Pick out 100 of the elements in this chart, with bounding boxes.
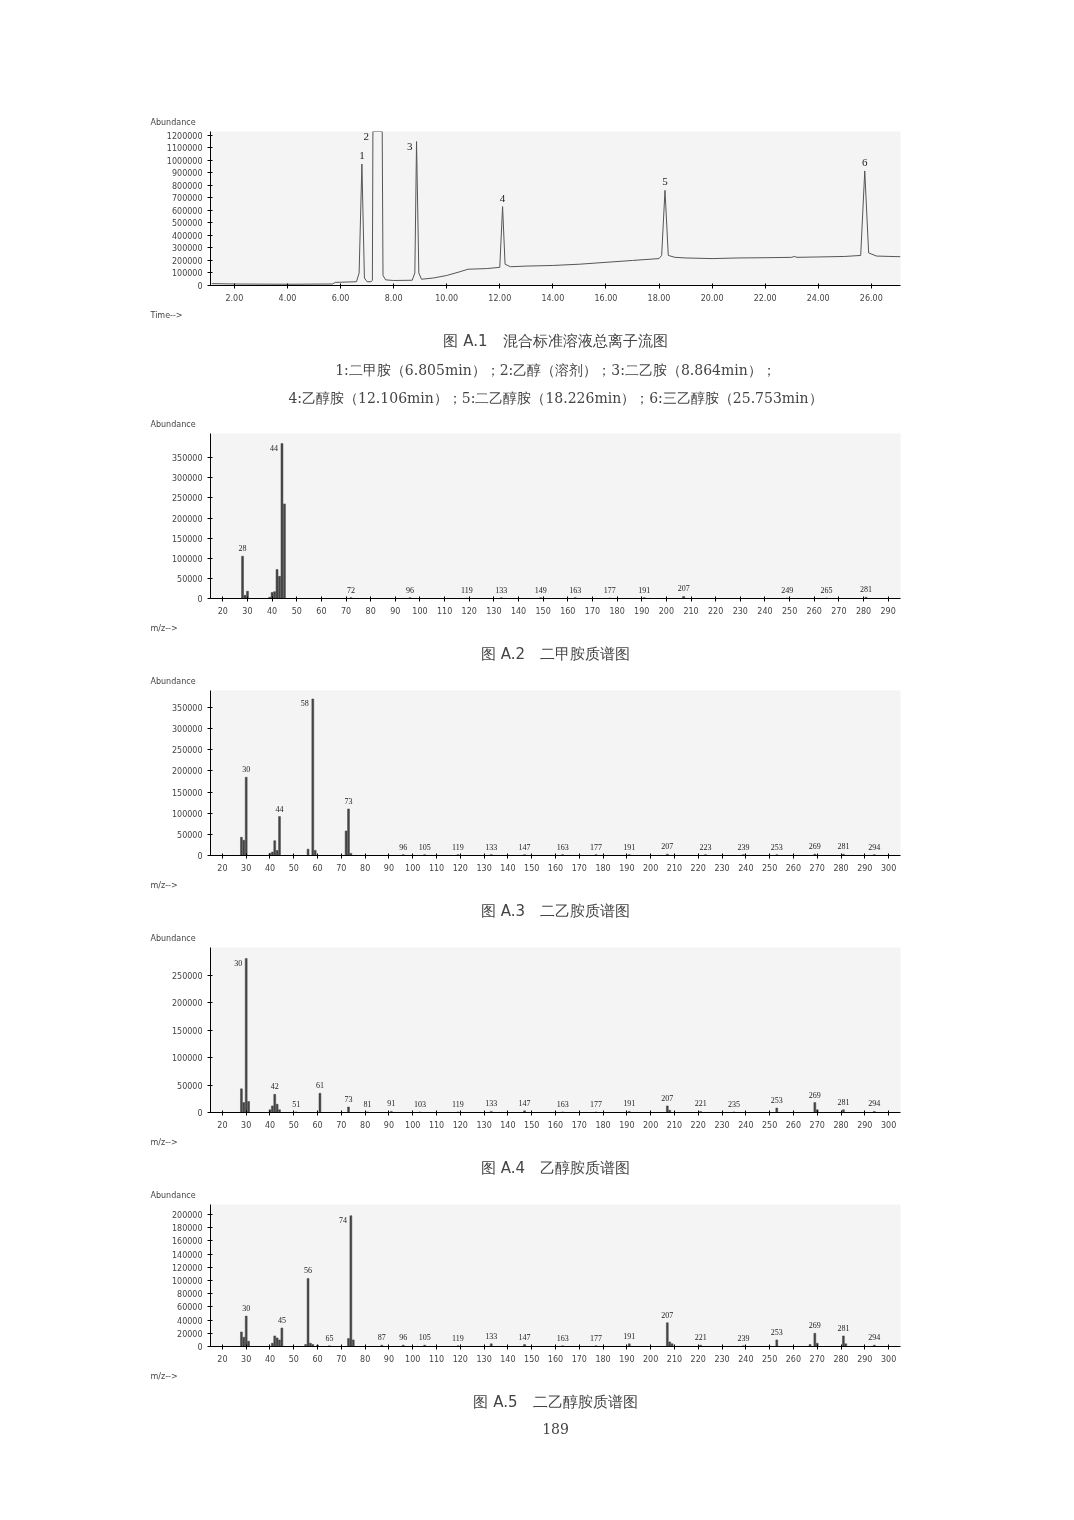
x-tick-label: 180 xyxy=(595,1120,611,1130)
annotation: 191 xyxy=(623,1099,636,1109)
x-tick-label: 260 xyxy=(785,1120,802,1130)
x-tick-label: 40 xyxy=(264,1120,276,1130)
y-tick-label: 60000 xyxy=(177,1303,203,1313)
x-tick-label: 20.00 xyxy=(700,293,724,303)
annotation: 96 xyxy=(399,842,408,852)
annotation: 74 xyxy=(338,1215,347,1225)
x-tick-label: 250 xyxy=(762,863,778,873)
annotation: 221 xyxy=(694,1099,707,1109)
annotation: 177 xyxy=(589,1099,602,1109)
annotation: 44 xyxy=(275,804,284,814)
annotation: 30 xyxy=(234,958,243,968)
x-tick-label: 130 xyxy=(476,863,492,873)
x-tick-label: 160 xyxy=(547,1120,564,1130)
y-tick-label: 350000 xyxy=(171,454,203,464)
x-tick-label: 280 xyxy=(855,606,872,616)
annotation: 72 xyxy=(346,585,355,595)
y-axis-title: Abundance xyxy=(150,419,196,429)
x-axis-title: Time--> xyxy=(149,310,183,320)
x-tick-label: 130 xyxy=(476,1354,492,1364)
x-tick-label: 260 xyxy=(806,606,822,616)
x-tick-label: 300 xyxy=(880,1120,897,1130)
y-tick-label: 200000 xyxy=(171,1210,203,1220)
x-tick-label: 280 xyxy=(833,1354,849,1364)
y-axis-title: Abundance xyxy=(150,1190,196,1200)
annotation: 2 xyxy=(363,129,369,142)
annotation: 147 xyxy=(518,1098,531,1108)
y-tick-label: 300000 xyxy=(171,244,203,254)
x-tick-label: 280 xyxy=(833,863,849,873)
x-tick-label: 290 xyxy=(880,606,896,616)
x-tick-label: 110 xyxy=(428,1120,445,1130)
x-tick-label: 30 xyxy=(241,863,252,873)
annotation: 73 xyxy=(344,1095,353,1104)
x-tick-label: 160 xyxy=(560,606,576,616)
x-tick-label: 50 xyxy=(288,1354,299,1364)
x-axis-title: m/z--> xyxy=(150,1137,178,1147)
x-tick-label: 260 xyxy=(785,863,802,873)
x-tick-label: 50 xyxy=(288,1120,299,1130)
x-tick-label: 210 xyxy=(666,863,683,873)
x-tick-label: 80 xyxy=(360,1120,371,1130)
x-tick-label: 290 xyxy=(857,1120,873,1130)
x-tick-label: 150 xyxy=(524,1120,540,1130)
x-tick-label: 140 xyxy=(500,1120,516,1130)
x-tick-label: 230 xyxy=(714,1354,730,1364)
annotation: 3 xyxy=(407,139,414,152)
x-tick-label: 270 xyxy=(809,1120,825,1130)
x-tick-label: 70 xyxy=(340,606,352,616)
x-tick-label: 150 xyxy=(524,1354,540,1364)
x-tick-label: 230 xyxy=(714,863,730,873)
x-tick-label: 190 xyxy=(619,1354,635,1364)
annotation: 61 xyxy=(315,1081,324,1091)
x-tick-label: 40 xyxy=(267,606,278,616)
text: 图 A.3 二乙胺质谱图 xyxy=(480,901,631,920)
y-tick-label: 150000 xyxy=(171,788,203,798)
annotation: 1 xyxy=(359,149,365,162)
y-tick-label: 250000 xyxy=(171,971,203,981)
annotation: 91 xyxy=(387,1099,396,1109)
x-tick-label: 220 xyxy=(690,863,706,873)
x-tick-label: 24.00 xyxy=(806,293,830,303)
x-tick-label: 240 xyxy=(757,606,773,616)
x-tick-label: 100 xyxy=(405,1354,421,1364)
x-tick-label: 12.00 xyxy=(488,293,512,303)
x-tick-label: 180 xyxy=(595,863,611,873)
x-tick-label: 60 xyxy=(312,1354,323,1364)
x-tick-label: 280 xyxy=(833,1120,849,1130)
x-tick-label: 120 xyxy=(461,606,477,616)
x-tick-label: 8.00 xyxy=(384,293,403,303)
x-tick-label: 120 xyxy=(452,1354,468,1364)
x-tick-label: 180 xyxy=(609,606,625,616)
y-axis-title: Abundance xyxy=(150,676,196,686)
x-tick-label: 130 xyxy=(486,606,502,616)
x-tick-label: 100 xyxy=(405,863,421,873)
x-tick-label: 40 xyxy=(264,863,276,873)
y-tick-label: 0 xyxy=(197,1343,203,1352)
x-tick-label: 300 xyxy=(880,1354,897,1364)
x-tick-label: 80 xyxy=(365,606,376,616)
y-tick-label: 1100000 xyxy=(166,144,203,154)
annotation: 58 xyxy=(300,698,309,708)
annotation: 119 xyxy=(452,842,464,852)
annotation: 281 xyxy=(837,1097,850,1107)
x-tick-label: 20 xyxy=(217,606,228,616)
x-tick-label: 220 xyxy=(708,606,724,616)
y-tick-label: 250000 xyxy=(171,494,203,504)
x-tick-label: 130 xyxy=(476,1120,492,1130)
annotation: 207 xyxy=(661,1093,674,1103)
x-tick-label: 100 xyxy=(405,1120,421,1130)
x-tick-label: 190 xyxy=(634,606,650,616)
annotation: 147 xyxy=(518,1332,531,1342)
annotation: 191 xyxy=(623,842,636,852)
annotation: 87 xyxy=(377,1333,386,1343)
x-tick-label: 190 xyxy=(619,1120,635,1130)
annotation: 30 xyxy=(242,765,251,775)
annotation: 56 xyxy=(304,1266,313,1276)
y-tick-label: 0 xyxy=(197,852,203,861)
y-tick-label: 100000 xyxy=(171,1054,203,1063)
annotation: 105 xyxy=(418,842,431,852)
x-tick-label: 60 xyxy=(312,863,323,873)
annotation: 147 xyxy=(518,842,531,852)
x-tick-label: 300 xyxy=(880,863,897,873)
